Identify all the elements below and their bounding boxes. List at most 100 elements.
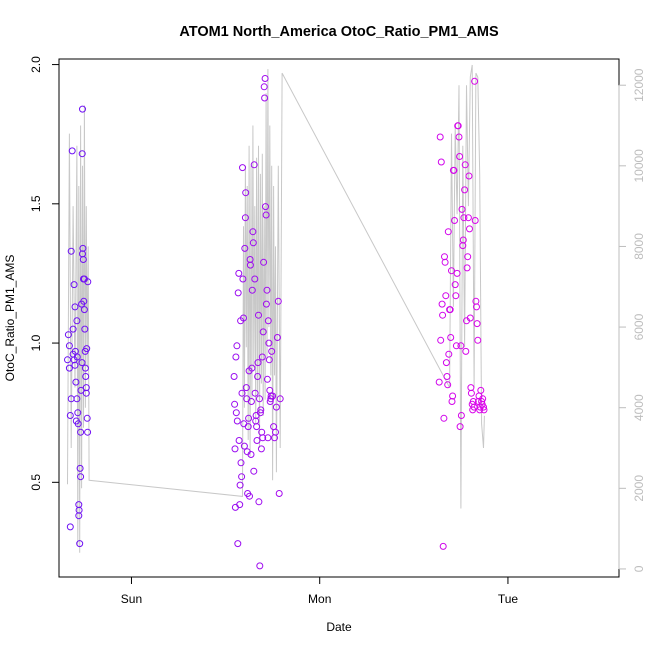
- data-point: [456, 423, 464, 431]
- data-point: [262, 203, 269, 211]
- data-point: [242, 189, 250, 197]
- y-tick-label: 1.0: [29, 334, 43, 351]
- y-tick-label: 0.5: [29, 474, 43, 491]
- data-point: [240, 442, 248, 450]
- data-point: [248, 364, 256, 372]
- data-point: [465, 172, 473, 180]
- data-point: [261, 94, 269, 102]
- data-point: [234, 289, 242, 297]
- data-point: [262, 211, 270, 219]
- data-point: [445, 350, 453, 358]
- data-point: [80, 306, 88, 314]
- data-point: [240, 314, 247, 322]
- data-point: [235, 269, 243, 277]
- data-point: [439, 311, 447, 319]
- data-point: [75, 506, 83, 514]
- data-point: [77, 473, 85, 481]
- data-point: [437, 336, 445, 344]
- data-point: [246, 261, 254, 269]
- x-tick-label: Mon: [308, 592, 331, 606]
- data-point: [79, 105, 86, 113]
- data-point: [236, 481, 244, 489]
- data-point: [265, 339, 273, 347]
- data-point: [273, 334, 281, 341]
- data-point: [77, 428, 85, 436]
- data-point: [263, 286, 271, 294]
- data-point: [254, 373, 262, 380]
- x-tick-label: Sun: [121, 592, 142, 606]
- data-point: [79, 244, 87, 252]
- data-point: [455, 133, 463, 141]
- right-y-tick-label: 4000: [632, 394, 646, 421]
- data-point: [274, 297, 282, 305]
- data-point: [251, 389, 259, 397]
- data-point: [233, 417, 241, 425]
- data-point: [460, 214, 468, 222]
- data-point: [473, 303, 480, 311]
- data-point: [238, 389, 246, 397]
- data-point: [246, 492, 253, 500]
- data-point: [80, 297, 88, 305]
- data-point: [71, 303, 79, 311]
- data-point: [272, 403, 280, 411]
- data-point: [230, 373, 238, 380]
- data-point: [451, 281, 459, 289]
- data-point: [241, 244, 249, 252]
- data-point: [253, 423, 261, 431]
- data-point: [242, 384, 250, 392]
- data-point: [82, 373, 90, 380]
- data-point: [255, 498, 263, 506]
- data-point: [256, 409, 264, 417]
- x-axis: Sun Mon Tue: [121, 576, 518, 606]
- right-y-tick-label: 10000: [632, 149, 646, 183]
- data-point: [67, 247, 75, 255]
- data-point: [66, 523, 74, 531]
- data-point: [257, 406, 265, 414]
- right-y-tick-label: 6000: [632, 313, 646, 340]
- data-point: [239, 164, 246, 172]
- data-point: [247, 398, 255, 405]
- data-point: [435, 378, 443, 386]
- data-point: [464, 214, 472, 222]
- data-point: [457, 342, 465, 350]
- data-point: [477, 386, 485, 394]
- data-point: [437, 158, 445, 166]
- data-point: [76, 464, 84, 472]
- data-point: [231, 503, 239, 511]
- data-point: [78, 359, 86, 367]
- data-point: [83, 345, 91, 353]
- data-point: [250, 161, 258, 169]
- data-point: [453, 269, 461, 277]
- data-point: [275, 490, 283, 497]
- data-point: [232, 353, 240, 361]
- data-point: [231, 445, 239, 453]
- data-point: [249, 228, 257, 236]
- data-point: [73, 317, 81, 325]
- data-point: [256, 562, 264, 570]
- data-point: [258, 353, 266, 361]
- data-point: [464, 253, 472, 261]
- data-point: [441, 258, 449, 266]
- data-point: [240, 420, 248, 428]
- data-point: [480, 403, 487, 411]
- right-y-tick-label: 2000: [632, 475, 646, 502]
- data-point: [448, 267, 455, 275]
- data-point: [467, 389, 475, 397]
- data-point: [467, 384, 475, 392]
- data-point: [69, 325, 77, 333]
- data-point: [444, 228, 452, 236]
- data-point: [272, 428, 279, 436]
- data-point: [456, 153, 464, 160]
- y-tick-label: 1.5: [29, 195, 43, 212]
- y-axis: 0.5 1.0 1.5 2.0: [29, 56, 60, 491]
- data-point: [449, 392, 457, 400]
- series-line-4: [67, 64, 485, 553]
- points-layer: [64, 75, 488, 570]
- data-point: [68, 147, 76, 155]
- data-point: [447, 334, 455, 341]
- data-point: [84, 428, 92, 436]
- data-point: [72, 378, 80, 386]
- data-point: [251, 275, 259, 283]
- data-point: [74, 409, 82, 417]
